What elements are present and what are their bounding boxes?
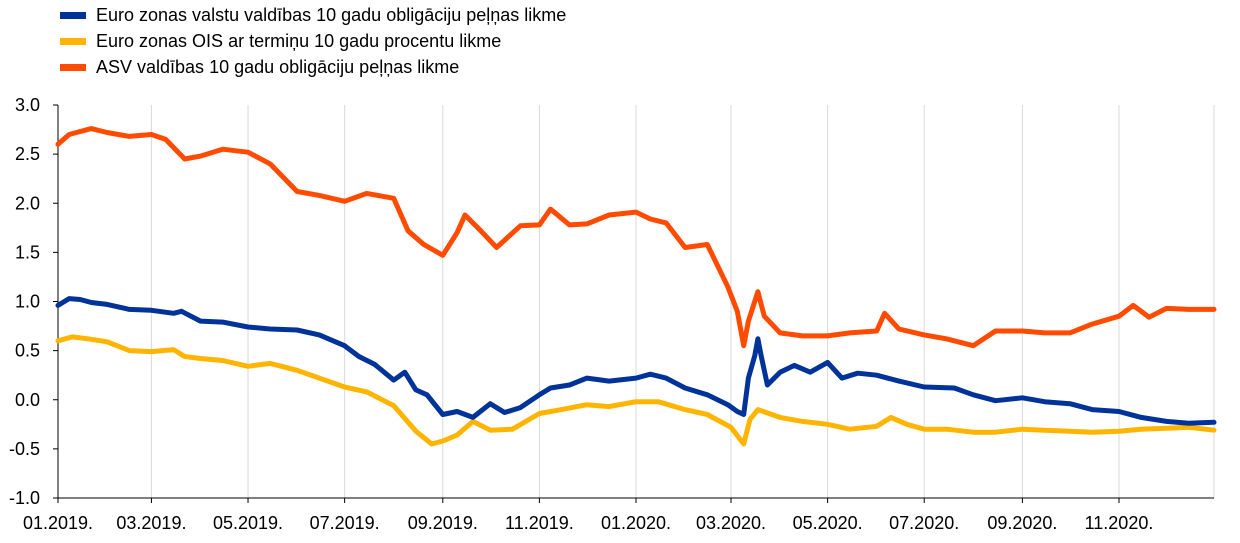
x-tick-label: 01.2020. <box>601 513 671 533</box>
series-line-1 <box>55 334 1217 447</box>
x-tick-label: 11.2019. <box>505 513 574 533</box>
x-tick-label: 07.2020. <box>889 513 959 533</box>
legend: Euro zonas valstu valdības 10 gadu oblig… <box>60 2 566 80</box>
x-axis-ticks: 01.2019. 03.2019. 05.2019. 07.2019. 09.2019.… <box>23 498 1153 533</box>
y-tick-label: 0.5 <box>15 341 40 361</box>
legend-item-us-treasury: ASV valdības 10 gadu obligāciju peļņas l… <box>60 54 566 80</box>
y-tick-label: -1.0 <box>9 488 40 508</box>
y-tick-label: 2.0 <box>15 193 40 213</box>
x-tick-label: 09.2020. <box>987 513 1057 533</box>
legend-swatch-euro-area-sovereign <box>60 11 86 19</box>
series-line-0 <box>55 296 1217 426</box>
x-tick-label: 05.2019. <box>213 513 283 533</box>
y-axis-ticks: 3.0 2.5 2.0 1.5 1.0 0.5 0.0 -0.5 -1.0 <box>9 95 58 508</box>
series-line-2 <box>55 126 1217 349</box>
gridlines <box>150 105 1215 498</box>
series-lines <box>55 126 1217 447</box>
legend-item-euro-area-sovereign: Euro zonas valstu valdības 10 gadu oblig… <box>60 2 566 28</box>
x-tick-label: 11.2020. <box>1085 513 1154 533</box>
x-tick-label: 05.2020. <box>793 513 863 533</box>
y-tick-label: 1.0 <box>15 292 40 312</box>
x-tick-label: 09.2019. <box>408 513 478 533</box>
legend-swatch-euro-area-ois <box>60 37 86 45</box>
y-tick-label: 3.0 <box>15 95 40 115</box>
legend-swatch-us-treasury <box>60 63 86 71</box>
x-tick-label: 07.2019. <box>310 513 380 533</box>
legend-label-euro-area-sovereign: Euro zonas valstu valdības 10 gadu oblig… <box>96 4 567 25</box>
y-tick-label: 2.5 <box>15 144 40 164</box>
legend-item-euro-area-ois: Euro zonas OIS ar termiņu 10 gadu procen… <box>60 28 566 54</box>
y-tick-label: 1.5 <box>15 242 40 262</box>
x-tick-label: 03.2020. <box>696 513 766 533</box>
y-tick-label: -0.5 <box>9 439 40 459</box>
y-tick-label: 0.0 <box>15 390 40 410</box>
legend-label-us-treasury: ASV valdības 10 gadu obligāciju peļņas l… <box>96 56 460 77</box>
x-tick-label: 03.2019. <box>116 513 186 533</box>
legend-label-euro-area-ois: Euro zonas OIS ar termiņu 10 gadu procen… <box>96 30 502 51</box>
x-tick-label: 01.2019. <box>23 513 93 533</box>
